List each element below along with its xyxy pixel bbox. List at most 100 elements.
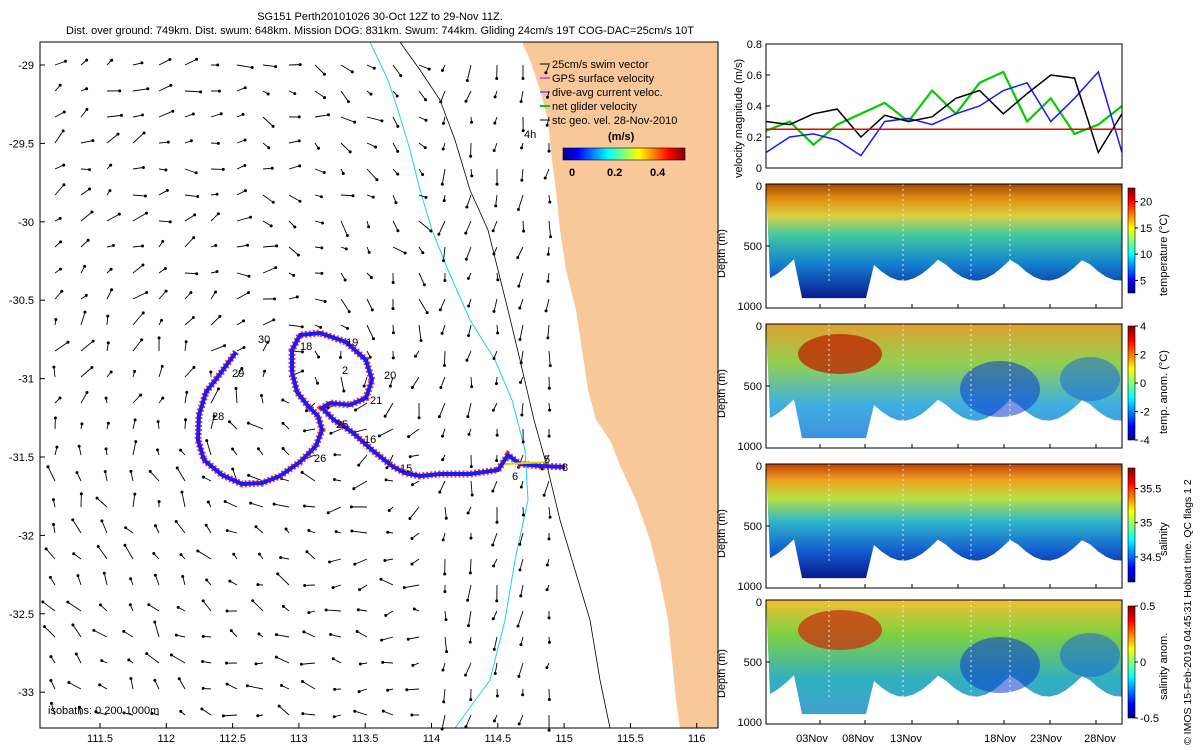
current-vector-head	[127, 658, 131, 662]
current-vector-head	[323, 299, 327, 303]
current-vector-head	[352, 487, 356, 491]
imos-watermark: © IMOS 15-Feb-2019 04:45:31 Hobart time.…	[1182, 479, 1194, 745]
current-vector-head	[111, 244, 115, 248]
current-vector-head	[547, 616, 551, 620]
title-line-1: SG151 Perth20101026 30-Oct 12Z to 29-Nov…	[257, 11, 503, 23]
current-vector-head	[369, 92, 373, 96]
current-vector	[262, 319, 274, 326]
current-vector-head	[247, 473, 251, 477]
current-vector	[288, 165, 300, 170]
current-vector-head	[469, 536, 473, 540]
current-vector-head	[346, 100, 350, 104]
colorbar	[1127, 325, 1136, 441]
current-vector	[201, 708, 212, 716]
current-vector	[184, 58, 197, 66]
current-vector	[384, 402, 394, 417]
depth-tick-label: 0	[756, 597, 762, 609]
current-vector-head	[548, 515, 552, 519]
map-y-tick-label: -29	[18, 60, 34, 72]
current-vector-head	[521, 513, 525, 517]
current-vector-head	[469, 465, 473, 469]
current-vector	[103, 573, 108, 586]
anomaly-cold-patch	[960, 637, 1040, 693]
section-panel-3: 0 500 1000 35.5 35 34.5	[738, 461, 1162, 593]
current-vector-head	[345, 326, 349, 330]
current-vector-head	[383, 414, 387, 418]
current-vector-head	[358, 588, 362, 592]
current-vector-head	[331, 657, 335, 661]
current-vector-head	[384, 478, 388, 482]
track-blue-line	[195, 330, 566, 487]
current-vector-head	[424, 118, 428, 122]
current-vector-head	[259, 394, 263, 398]
current-vector	[178, 678, 186, 690]
current-vector-head	[106, 314, 110, 318]
current-vector-head	[516, 207, 520, 211]
current-vector-head	[232, 552, 236, 556]
current-vector-head	[78, 705, 82, 709]
current-vector-head	[219, 112, 223, 116]
current-vector-head	[49, 701, 53, 705]
current-vector-head	[257, 552, 261, 556]
current-vector	[184, 168, 197, 174]
current-vector	[236, 272, 250, 277]
map-legend: 25cm/s swim vector GPS surface velocity …	[524, 59, 686, 179]
current-vector-head	[141, 244, 145, 248]
current-vector-head	[368, 355, 372, 359]
current-vector	[72, 519, 82, 534]
current-vector	[441, 714, 446, 730]
current-vector-head	[545, 666, 549, 670]
current-vector	[274, 503, 290, 508]
current-vector-head	[339, 355, 343, 359]
current-vector-head	[464, 231, 468, 235]
current-vector-head	[301, 369, 305, 373]
current-vector-head	[241, 112, 245, 116]
section-field	[766, 184, 1122, 299]
current-vector-head	[437, 232, 441, 236]
current-vector-head	[274, 633, 278, 637]
current-vector-head	[52, 365, 56, 369]
current-vector-head	[321, 221, 325, 225]
current-vector-head	[464, 257, 468, 261]
current-vector	[123, 631, 134, 638]
current-vector-head	[396, 124, 400, 128]
current-vector-head	[85, 58, 89, 62]
current-vector-head	[362, 384, 366, 388]
current-vector	[521, 402, 524, 415]
isobaths-label: isobaths: 0 200 1000m	[48, 705, 159, 717]
current-vector-head	[152, 552, 156, 556]
current-vector-head	[425, 311, 429, 315]
current-vector	[184, 214, 195, 222]
current-vector-head	[84, 293, 88, 297]
current-vector-head	[547, 434, 551, 438]
current-vector-head	[284, 527, 288, 531]
colorbar-tick-label: 0	[1140, 657, 1146, 669]
current-vector	[132, 339, 143, 352]
current-vector	[236, 244, 248, 248]
current-vector	[210, 345, 225, 352]
current-vector-head	[437, 415, 441, 419]
current-vector	[124, 545, 134, 560]
isobath-0	[399, 41, 611, 729]
current-vector-head	[80, 422, 84, 426]
current-vector	[76, 472, 82, 482]
current-vector-head	[179, 448, 183, 452]
current-vector-head	[250, 66, 254, 70]
current-vector	[340, 142, 351, 153]
current-vector	[441, 168, 446, 185]
current-vector	[93, 629, 108, 638]
depth-tick-label: 1000	[738, 717, 762, 729]
current-vector	[418, 298, 428, 313]
current-vector-head	[263, 369, 267, 373]
time-axis-ticks: 03Nov 08Nov 13Nov 18Nov 23Nov 28Nov	[796, 733, 1116, 745]
current-vector-head	[153, 573, 157, 577]
current-vector-head	[141, 165, 145, 169]
current-vector-head	[519, 485, 523, 489]
map-y-ticks: -29 -29.5 -30 -30.5 -31 -31.5 -32 -32.5 -33	[9, 60, 45, 699]
current-vector-head	[469, 698, 473, 702]
current-vector	[235, 388, 238, 404]
current-vector	[262, 245, 277, 248]
current-vector	[184, 237, 195, 248]
current-vector-head	[494, 204, 498, 208]
